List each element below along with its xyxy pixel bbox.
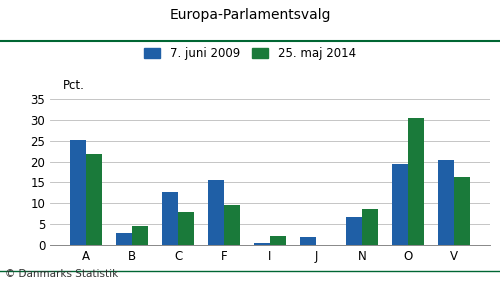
Bar [86, 154, 102, 245]
Bar [300, 237, 316, 245]
Bar [270, 236, 286, 245]
Bar [454, 177, 470, 245]
Bar [178, 212, 194, 245]
Bar [132, 226, 148, 245]
Bar [208, 180, 224, 245]
Bar [346, 217, 362, 245]
Bar [162, 192, 178, 245]
Bar [254, 243, 270, 245]
Bar [116, 233, 132, 245]
Text: Pct.: Pct. [63, 80, 85, 92]
Bar [70, 140, 86, 245]
Bar [408, 118, 424, 245]
Bar [392, 164, 408, 245]
Bar [224, 205, 240, 245]
Bar [438, 160, 454, 245]
Legend: 7. juni 2009, 25. maj 2014: 7. juni 2009, 25. maj 2014 [144, 47, 356, 60]
Bar [362, 209, 378, 245]
Text: Europa-Parlamentsvalg: Europa-Parlamentsvalg [169, 8, 331, 23]
Text: © Danmarks Statistik: © Danmarks Statistik [5, 269, 118, 279]
